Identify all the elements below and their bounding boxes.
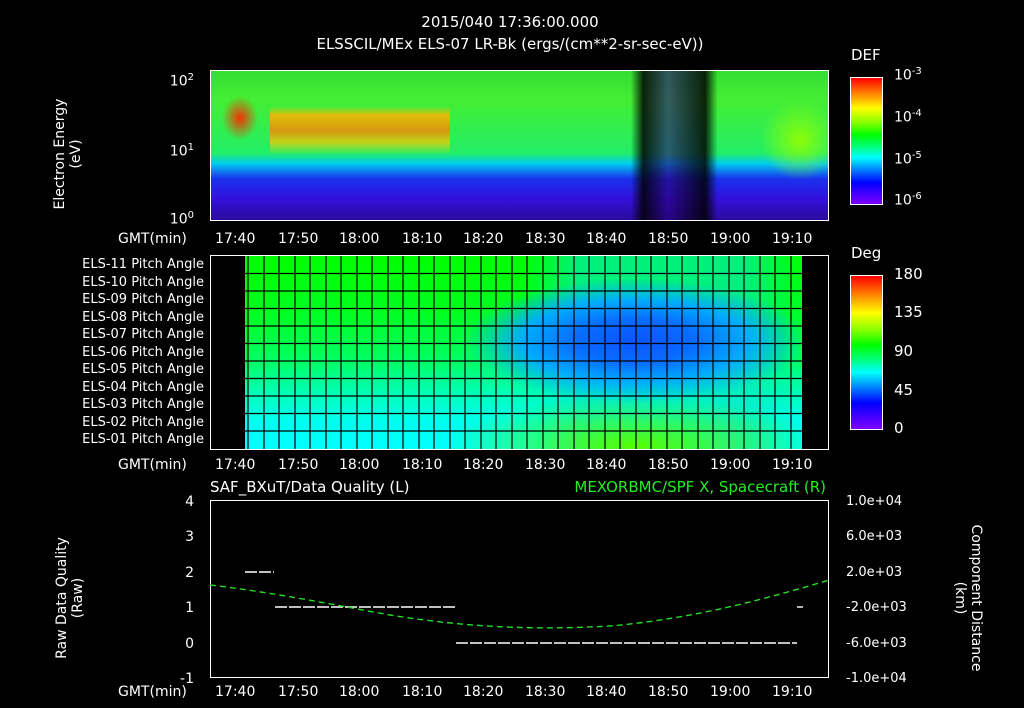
time-tick: 18:10 bbox=[402, 684, 443, 700]
deg-colorbar-tick: 0 bbox=[894, 419, 904, 437]
time-tick: 17:50 bbox=[278, 457, 319, 473]
def-colorbar-tick: 10-4 bbox=[894, 108, 922, 126]
panel3-right-ylabel-line2: (km) bbox=[952, 581, 968, 615]
panel3-time-ticks: 17:40 17:50 18:00 18:10 18:20 18:30 18:4… bbox=[210, 684, 829, 702]
left-ytick: 3 bbox=[185, 529, 194, 545]
deg-colorbar bbox=[850, 275, 883, 430]
row-label: ELS-03 Pitch Angle bbox=[82, 397, 204, 412]
time-tick: 19:00 bbox=[710, 684, 751, 700]
time-tick: 18:50 bbox=[648, 231, 689, 247]
panel1-ytick-100: 102 bbox=[169, 72, 194, 90]
deg-colorbar-tick: 45 bbox=[894, 381, 914, 399]
panel3-time-axis-label: GMT(min) bbox=[118, 684, 187, 700]
left-ytick: 0 bbox=[185, 636, 194, 652]
panel3-right-ylabel-line1: Component Distance bbox=[968, 524, 984, 672]
data-quality-series bbox=[245, 571, 803, 644]
def-colorbar-tick: 10-3 bbox=[894, 66, 922, 84]
time-tick: 17:50 bbox=[278, 231, 319, 247]
time-tick: 18:30 bbox=[525, 457, 566, 473]
panel3-left-ylabel: Raw Data Quality (Raw) bbox=[54, 518, 86, 678]
time-tick: 18:40 bbox=[586, 457, 627, 473]
panel2-time-ticks: 17:40 17:50 18:00 18:10 18:20 18:30 18:4… bbox=[210, 457, 829, 475]
row-label: ELS-11 Pitch Angle bbox=[82, 257, 204, 272]
deg-colorbar-tick: 135 bbox=[894, 303, 923, 321]
panel1-time-axis-label: GMT(min) bbox=[118, 231, 187, 247]
panel2-frame bbox=[210, 255, 829, 450]
pitch-angle-heatmap bbox=[245, 256, 802, 449]
plot-datetime: 2015/040 17:36:00.000 bbox=[421, 13, 599, 31]
panel1-ticks bbox=[210, 70, 829, 221]
left-ytick: 2 bbox=[185, 565, 194, 581]
def-colorbar bbox=[850, 77, 883, 205]
time-tick: 18:10 bbox=[402, 231, 443, 247]
time-tick: 18:50 bbox=[648, 457, 689, 473]
panel1-ylabel-line2: (eV) bbox=[68, 139, 84, 169]
row-label: ELS-08 Pitch Angle bbox=[82, 309, 204, 325]
time-tick: 18:20 bbox=[463, 457, 504, 473]
time-tick: 19:10 bbox=[772, 684, 813, 700]
panel1-time-ticks: 17:40 17:50 18:00 18:10 18:20 18:30 18:4… bbox=[210, 231, 829, 249]
time-tick: 18:00 bbox=[339, 231, 380, 247]
row-label: ELS-01 Pitch Angle bbox=[82, 432, 204, 447]
row-label: ELS-05 Pitch Angle bbox=[82, 362, 204, 377]
panel3-left-title: SAF_BXuT/Data Quality (L) bbox=[210, 478, 410, 496]
time-tick: 17:40 bbox=[215, 684, 256, 700]
def-colorbar-title: DEF bbox=[851, 46, 881, 64]
time-tick: 18:30 bbox=[525, 684, 566, 700]
left-ytick: 1 bbox=[185, 600, 194, 616]
deg-colorbar-tick: 180 bbox=[894, 265, 923, 283]
energy-spectrogram bbox=[210, 70, 829, 221]
right-ytick: -6.0e+03 bbox=[846, 636, 907, 651]
panel1-ytick-10: 101 bbox=[169, 142, 194, 160]
panel3-right-ylabel: Component Distance (km) bbox=[952, 508, 984, 688]
row-label: ELS-06 Pitch Angle bbox=[82, 344, 204, 360]
right-ytick: -2.0e+03 bbox=[846, 600, 907, 615]
panel3-plot bbox=[210, 500, 829, 678]
panel1-frame bbox=[210, 70, 829, 221]
time-tick: 18:00 bbox=[339, 684, 380, 700]
row-label: ELS-09 Pitch Angle bbox=[82, 292, 204, 307]
time-tick: 17:40 bbox=[215, 231, 256, 247]
left-ytick: -1 bbox=[180, 671, 194, 687]
left-ytick: 4 bbox=[185, 494, 194, 510]
deg-colorbar-title: Deg bbox=[851, 244, 882, 262]
row-label: ELS-02 Pitch Angle bbox=[82, 414, 204, 430]
panel3-right-title: MEXORBMC/SPF X, Spacecraft (R) bbox=[574, 478, 826, 496]
time-tick: 18:20 bbox=[463, 231, 504, 247]
def-colorbar-tick: 10-5 bbox=[894, 150, 922, 168]
panel3-left-ylabel-line1: Raw Data Quality bbox=[54, 537, 70, 659]
pitch-angle-grid bbox=[245, 256, 802, 449]
time-tick: 19:10 bbox=[772, 457, 813, 473]
time-tick: 17:40 bbox=[215, 457, 256, 473]
time-tick: 19:10 bbox=[772, 231, 813, 247]
right-ytick: -1.0e+04 bbox=[846, 671, 907, 686]
plot-title: ELSSCIL/MEx ELS-07 LR-Bk (ergs/(cm**2-sr… bbox=[316, 35, 704, 53]
panel1-ylabel: Electron Energy (eV) bbox=[52, 74, 84, 234]
time-tick: 18:40 bbox=[586, 684, 627, 700]
row-label: ELS-10 Pitch Angle bbox=[82, 274, 204, 290]
time-tick: 18:10 bbox=[402, 457, 443, 473]
time-tick: 18:00 bbox=[339, 457, 380, 473]
panel2-time-axis-label: GMT(min) bbox=[118, 457, 187, 473]
deg-colorbar-tick: 90 bbox=[894, 342, 914, 360]
right-ytick: 1.0e+04 bbox=[846, 494, 903, 509]
time-tick: 18:30 bbox=[525, 231, 566, 247]
right-ytick: 6.0e+03 bbox=[846, 529, 903, 544]
time-tick: 19:00 bbox=[710, 231, 751, 247]
panel1-ylabel-line1: Electron Energy bbox=[52, 98, 68, 210]
time-tick: 17:50 bbox=[278, 684, 319, 700]
panel1-ytick-1: 100 bbox=[169, 210, 194, 228]
def-colorbar-tick: 10-6 bbox=[894, 191, 922, 209]
right-ytick: 2.0e+03 bbox=[846, 565, 903, 580]
time-tick: 18:40 bbox=[586, 231, 627, 247]
panel3-left-ylabel-line2: (Raw) bbox=[70, 577, 86, 619]
spacecraft-x-series bbox=[210, 579, 829, 629]
time-tick: 18:50 bbox=[648, 684, 689, 700]
row-label: ELS-07 Pitch Angle bbox=[82, 327, 204, 342]
time-tick: 19:00 bbox=[710, 457, 751, 473]
row-label: ELS-04 Pitch Angle bbox=[82, 379, 204, 395]
time-tick: 18:20 bbox=[463, 684, 504, 700]
